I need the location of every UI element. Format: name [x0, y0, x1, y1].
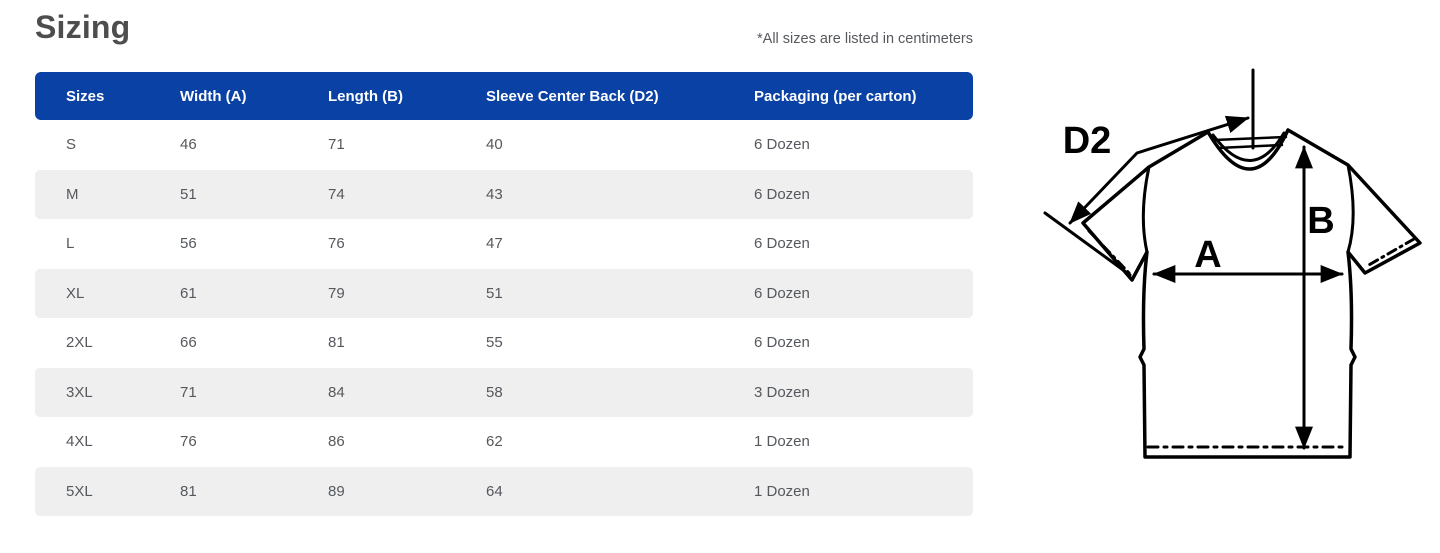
cell-size: M [66, 185, 79, 203]
table-row: XL 61 79 51 6 Dozen [35, 268, 973, 318]
cell-length: 89 [328, 482, 345, 500]
cell-packaging: 6 Dozen [754, 136, 810, 154]
dim-label-b: B [1307, 200, 1334, 242]
cell-width: 76 [180, 433, 197, 451]
cell-sleeve: 58 [486, 383, 503, 401]
cell-length: 81 [328, 334, 345, 352]
cell-size: 3XL [66, 383, 93, 401]
cell-length: 74 [328, 185, 345, 203]
left-armhole-seam [1141, 165, 1151, 254]
cell-size: XL [66, 284, 85, 302]
page-title: Sizing [35, 9, 131, 45]
cell-sleeve: 43 [486, 185, 503, 203]
tshirt-measurement-diagram: D2 A B [1043, 68, 1422, 459]
cell-sleeve: 40 [486, 136, 503, 154]
cell-length: 79 [328, 284, 345, 302]
sizing-table: Sizes Width (A) Length (B) Sleeve Center… [35, 72, 973, 516]
table-row: 3XL 71 84 58 3 Dozen [35, 367, 973, 417]
collar-rib-line-1 [1212, 135, 1288, 142]
cell-packaging: 3 Dozen [754, 383, 810, 401]
right-cuff-dashdot-line [1365, 237, 1416, 268]
dim-label-d2: D2 [1063, 120, 1112, 162]
cell-packaging: 6 Dozen [754, 334, 810, 352]
cuff-extension-line [1043, 211, 1132, 277]
cell-packaging: 6 Dozen [754, 185, 810, 203]
dim-label-a: A [1194, 234, 1221, 276]
cell-length: 84 [328, 383, 345, 401]
header-cell-width: Width (A) [180, 87, 247, 105]
cell-size: 5XL [66, 482, 93, 500]
left-cuff-dashdot-line [1087, 229, 1132, 276]
cell-width: 71 [180, 383, 197, 401]
cell-width: 81 [180, 482, 197, 500]
tshirt-outline [1081, 128, 1422, 459]
cell-sleeve: 51 [486, 284, 503, 302]
cell-size: S [66, 136, 77, 154]
cell-length: 76 [328, 235, 345, 253]
table-row: M 51 74 43 6 Dozen [35, 169, 973, 219]
table-row: L 56 76 47 6 Dozen [35, 219, 973, 269]
cell-size: 2XL [66, 334, 93, 352]
cell-width: 46 [180, 136, 197, 154]
header-cell-length: Length (B) [328, 87, 403, 105]
cell-width: 51 [180, 185, 197, 203]
right-armhole-seam [1346, 163, 1355, 254]
cell-size: 4XL [66, 433, 93, 451]
cell-width: 56 [180, 235, 197, 253]
table-header-row: Sizes Width (A) Length (B) Sleeve Center… [35, 72, 973, 120]
cell-width: 61 [180, 284, 197, 302]
table-row: S 46 71 40 6 Dozen [35, 120, 973, 170]
table-row: 2XL 66 81 55 6 Dozen [35, 318, 973, 368]
cell-length: 71 [328, 136, 345, 154]
cell-packaging: 6 Dozen [754, 235, 810, 253]
cell-sleeve: 64 [486, 482, 503, 500]
cell-sleeve: 55 [486, 334, 503, 352]
cell-packaging: 1 Dozen [754, 433, 810, 451]
cell-length: 86 [328, 433, 345, 451]
header-cell-packaging: Packaging (per carton) [754, 87, 917, 105]
cell-sleeve: 62 [486, 433, 503, 451]
header-cell-sleeve: Sleeve Center Back (D2) [486, 87, 659, 105]
header-cell-sizes: Sizes [66, 87, 105, 105]
d2-dimension-arrow [1068, 115, 1250, 225]
table-row: 5XL 81 89 64 1 Dozen [35, 466, 973, 516]
cell-size: L [66, 235, 75, 253]
cell-packaging: 1 Dozen [754, 482, 810, 500]
cell-sleeve: 47 [486, 235, 503, 253]
table-row: 4XL 76 86 62 1 Dozen [35, 417, 973, 467]
cell-width: 66 [180, 334, 197, 352]
units-note: *All sizes are listed in centimeters [757, 31, 973, 47]
cell-packaging: 6 Dozen [754, 284, 810, 302]
